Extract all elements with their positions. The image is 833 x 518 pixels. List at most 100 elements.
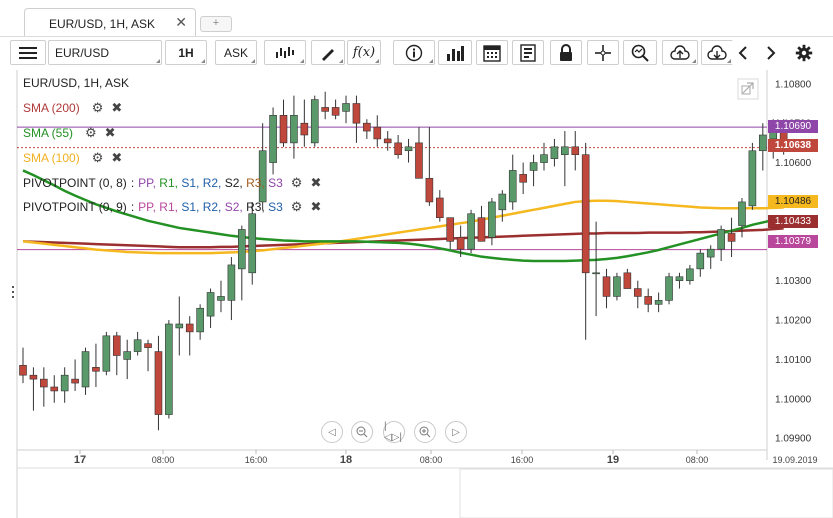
close-icon[interactable]: ✖ [111, 150, 123, 165]
candle-body [446, 217, 455, 242]
candle-body [217, 296, 225, 301]
candle-body [383, 138, 392, 144]
candle [738, 198, 746, 238]
zoom-in-button[interactable] [414, 421, 436, 443]
scroll-right-button[interactable]: ▷ [445, 421, 467, 443]
y-tick-label: 1.10000 [775, 394, 812, 405]
candle [727, 217, 736, 258]
gear-icon[interactable]: ⚙ [91, 100, 104, 115]
candle-body [363, 122, 371, 132]
prev-icon[interactable] [732, 40, 754, 65]
candle-body [238, 229, 246, 270]
close-icon[interactable]: ✕ [175, 14, 187, 30]
candle [415, 127, 423, 179]
candle [613, 272, 621, 301]
close-icon[interactable]: ✖ [111, 100, 123, 115]
candle-body [227, 264, 236, 301]
candle [123, 339, 131, 380]
upload-icon[interactable] [662, 40, 698, 65]
candle [50, 375, 59, 403]
scroll-left-button[interactable]: ◁ [321, 421, 343, 443]
candle-body [623, 272, 632, 289]
candle [696, 249, 705, 277]
price-side-select[interactable]: ASK [215, 40, 257, 65]
pivot2-s2: S2, [224, 200, 243, 214]
candle-body [102, 335, 111, 372]
gear-icon[interactable]: ⚙ [290, 175, 303, 190]
pivot2-r3: R3, [246, 200, 265, 214]
info-icon[interactable] [393, 40, 435, 65]
candle-body [81, 351, 90, 388]
timeframe-select[interactable]: 1H [165, 40, 207, 65]
close-icon[interactable]: ✖ [310, 199, 322, 214]
reset-zoom-button[interactable]: |◁▷| [383, 421, 405, 443]
candle [102, 331, 111, 376]
add-tab-button[interactable]: + [200, 16, 232, 32]
candle-body [144, 343, 152, 348]
candle-body [185, 323, 194, 333]
candles-icon[interactable] [264, 40, 306, 65]
settings-icon[interactable] [792, 40, 816, 65]
candle-body [477, 217, 486, 242]
next-icon[interactable] [760, 40, 782, 65]
candle [185, 316, 194, 356]
candle-body [550, 146, 559, 159]
candle [394, 135, 402, 159]
zoom-out-button[interactable] [351, 421, 373, 443]
candle [477, 205, 486, 242]
crosshair-icon[interactable] [587, 40, 619, 65]
close-icon[interactable]: ✖ [104, 125, 116, 140]
x-tick-label: 08:00 [152, 455, 175, 465]
fx-icon[interactable]: f(x) [347, 40, 381, 65]
gear-icon[interactable]: ⚙ [290, 199, 303, 214]
sma100-line [22, 199, 784, 255]
candle [363, 119, 371, 139]
symbol-select[interactable]: EUR/USD [48, 40, 162, 65]
candle [602, 268, 611, 309]
candle-body [258, 150, 267, 203]
candle-body [686, 268, 694, 281]
expand-icon[interactable] [737, 78, 759, 100]
draw-icon[interactable] [311, 40, 345, 65]
download-icon[interactable] [701, 40, 733, 65]
candle-body [644, 296, 653, 305]
toolbar: EUR/USD 1H ASK f(x) [10, 37, 833, 68]
gear-icon[interactable]: ⚙ [91, 150, 104, 165]
report-icon[interactable] [512, 40, 544, 65]
lock-icon[interactable] [550, 40, 582, 65]
volume-icon[interactable] [438, 40, 472, 65]
candle [748, 142, 757, 210]
candle-body [310, 99, 319, 144]
candle-body [738, 201, 746, 226]
candle-body [29, 374, 38, 380]
legend-sma200: SMA (200) ⚙ ✖ [23, 100, 122, 116]
x-tick-label: 18 [340, 454, 352, 466]
pivot2-label: PIVOTPOINT (0, 9) [23, 200, 127, 214]
candle [342, 95, 350, 124]
menu-icon[interactable] [10, 40, 46, 65]
sma55-line [22, 169, 784, 263]
gear-icon[interactable]: ⚙ [85, 125, 97, 140]
pivot2-s3: S3 [268, 200, 283, 214]
pivot1-s1: S1, [181, 176, 200, 190]
candle-body [165, 323, 173, 415]
candle-body [529, 162, 538, 171]
sma55-label: SMA (55) [23, 126, 74, 140]
pivot1-r2: R2, [202, 176, 222, 190]
candle-body [706, 248, 715, 258]
purple-level-price-label: 1.10690 [768, 120, 818, 133]
candle-body [112, 335, 121, 356]
panel-resize-handle[interactable] [12, 286, 14, 298]
candle-body [123, 351, 131, 360]
navigator-window[interactable] [459, 468, 833, 518]
x-tick-label: 17 [74, 454, 86, 466]
y-tick-label: 1.10300 [775, 276, 812, 287]
candle-body [279, 115, 288, 144]
zoom-icon[interactable] [623, 40, 657, 65]
sma200-line [22, 227, 784, 249]
chart-tab[interactable]: EUR/USD, 1H, ASK ✕ [24, 8, 196, 36]
close-icon[interactable]: ✖ [310, 175, 322, 190]
candle-body [633, 288, 642, 297]
calendar-icon[interactable] [476, 40, 508, 65]
